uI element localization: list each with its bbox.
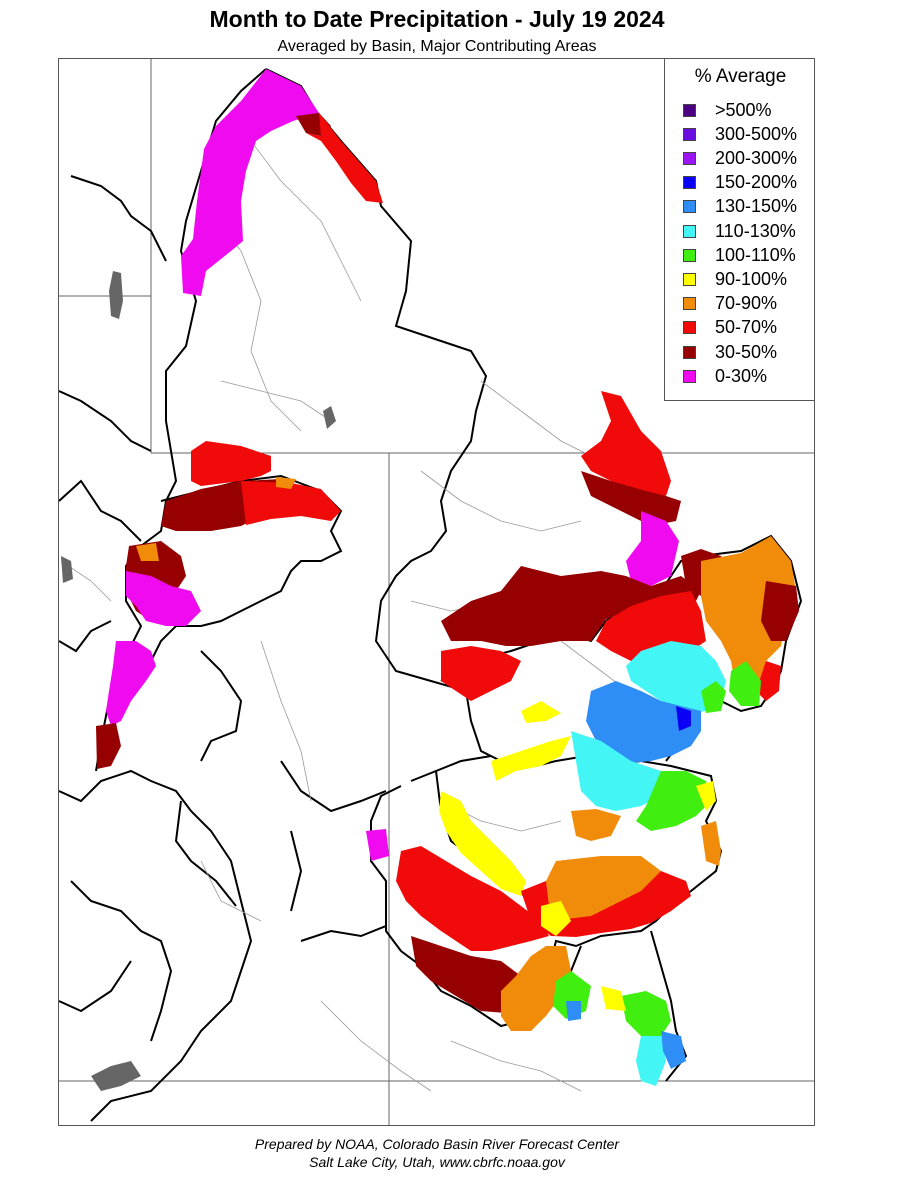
legend-label: 200-300%: [715, 147, 798, 168]
legend-label: 90-100%: [715, 268, 788, 289]
legend-swatch: [683, 345, 696, 359]
legend-item: 90-100%: [683, 268, 787, 290]
legend: % Average >500% 300-500% 200-300% 150-200% 1…: [664, 58, 815, 401]
precipitation-fills: [96, 69, 799, 1086]
legend-item: 0-30%: [683, 365, 767, 387]
legend-swatch: [683, 151, 696, 165]
legend-label: 0-30%: [715, 365, 768, 386]
legend-item: 100-110%: [683, 244, 796, 266]
legend-label: 30-50%: [715, 341, 778, 362]
legend-label: 110-130%: [715, 220, 796, 241]
legend-item: 200-300%: [683, 147, 797, 169]
legend-label: 100-110%: [715, 244, 796, 265]
basin-map-svg: [59, 59, 814, 1125]
legend-label: >500%: [715, 99, 772, 120]
legend-item: 50-70%: [683, 317, 777, 339]
legend-item: 150-200%: [683, 172, 797, 194]
legend-label: 50-70%: [715, 317, 778, 338]
lakes: [61, 271, 336, 1091]
legend-swatch: [683, 321, 696, 335]
legend-swatch: [683, 127, 696, 141]
map-title: Month to Date Precipitation - July 19 20…: [209, 6, 665, 32]
legend-title: % Average: [694, 66, 787, 87]
legend-swatch: [683, 248, 696, 262]
legend-item: 110-130%: [683, 220, 796, 242]
legend-item: 70-90%: [683, 293, 777, 315]
legend-swatch: [683, 224, 696, 238]
footer-location: Salt Lake City, Utah, www.cbrfc.noaa.gov: [309, 1154, 565, 1170]
legend-swatch: [683, 272, 696, 286]
legend-swatch: [683, 200, 696, 214]
footer-credit: Prepared by NOAA, Colorado Basin River F…: [254, 1136, 620, 1152]
legend-swatch: [683, 369, 696, 383]
legend-item: 130-150%: [683, 196, 797, 218]
legend-label: 130-150%: [715, 196, 798, 217]
legend-label: 150-200%: [715, 172, 798, 193]
legend-item: 30-50%: [683, 341, 777, 363]
legend-item: 300-500%: [683, 123, 797, 145]
legend-label: 70-90%: [715, 293, 778, 314]
legend-label: 300-500%: [715, 123, 798, 144]
legend-swatch: [683, 103, 696, 117]
legend-swatch: [683, 176, 696, 190]
legend-item: >500%: [683, 99, 772, 121]
legend-swatch: [683, 297, 696, 311]
map-subtitle: Averaged by Basin, Major Contributing Ar…: [277, 38, 597, 55]
